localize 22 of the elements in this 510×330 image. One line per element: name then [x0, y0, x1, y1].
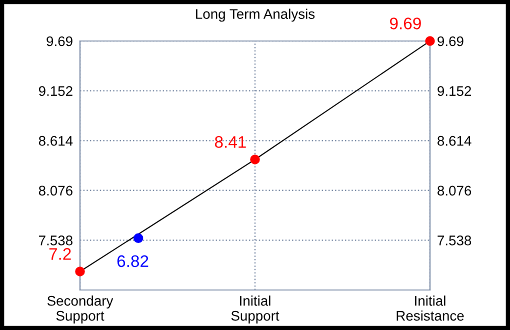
- y2-tick-label: 9.152: [438, 86, 472, 96]
- y-tick-label: 8.076: [38, 186, 72, 196]
- y2-tick-label: 7.538: [438, 236, 472, 246]
- data-label: 8.41: [214, 136, 246, 148]
- chart-title: Long Term Analysis: [196, 8, 315, 22]
- x-tick-label: Secondary Support: [47, 296, 114, 324]
- x-tick-label: Initial Support: [231, 296, 280, 324]
- y-tick-label: 9.152: [38, 86, 72, 96]
- y-tick-label: 7.538: [39, 236, 72, 246]
- point: [133, 233, 144, 244]
- x-tick-label: Initial Resistance: [396, 296, 464, 321]
- y-tick-label: 8.614: [38, 136, 73, 146]
- point: [425, 36, 435, 46]
- y2-tick-label: 8.614: [438, 136, 472, 146]
- data-label: 7.2: [49, 248, 71, 260]
- y2-tick-label: 9.69: [438, 36, 464, 46]
- y-tick-label: 9.69: [46, 36, 72, 46]
- data-label: 9.69: [390, 18, 421, 30]
- point: [250, 154, 260, 164]
- annotation: 6.82: [117, 255, 148, 268]
- point: [75, 266, 85, 276]
- y2-tick-label: 8.076: [438, 186, 472, 196]
